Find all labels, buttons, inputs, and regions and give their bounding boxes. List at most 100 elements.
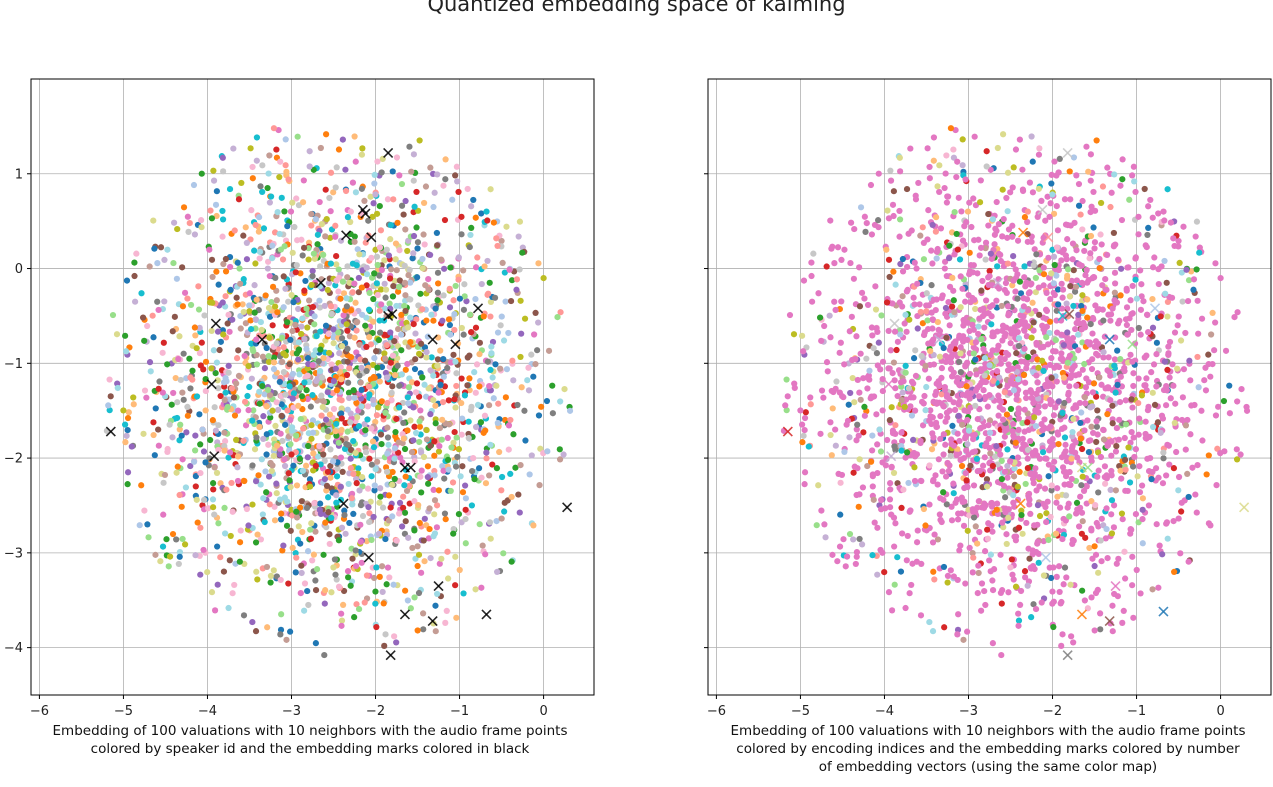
data-point xyxy=(502,298,509,305)
data-point xyxy=(358,403,365,410)
data-point xyxy=(1073,277,1080,284)
data-point xyxy=(1075,331,1082,338)
data-point xyxy=(1171,242,1178,250)
data-point xyxy=(351,280,358,287)
data-point xyxy=(960,636,967,643)
data-point xyxy=(1067,581,1074,588)
data-point xyxy=(831,298,838,305)
data-point xyxy=(450,297,457,304)
data-point xyxy=(889,427,897,434)
data-point xyxy=(414,543,421,550)
data-point xyxy=(320,451,327,458)
data-point xyxy=(358,364,365,371)
data-point xyxy=(337,295,344,302)
data-point xyxy=(1088,423,1095,430)
data-point xyxy=(365,217,372,224)
data-point xyxy=(292,321,299,328)
data-point xyxy=(351,334,358,341)
data-point xyxy=(420,231,427,238)
data-point xyxy=(337,454,345,461)
data-point xyxy=(338,524,346,531)
data-point xyxy=(1126,479,1134,486)
data-point xyxy=(885,365,892,372)
data-point xyxy=(980,345,987,353)
data-point xyxy=(1058,355,1066,362)
data-point xyxy=(387,329,394,336)
data-point xyxy=(1070,267,1077,274)
data-point xyxy=(406,143,413,150)
data-point xyxy=(426,525,433,533)
data-point xyxy=(1135,231,1142,238)
data-point xyxy=(252,628,260,635)
data-point xyxy=(1132,511,1140,518)
data-point xyxy=(114,384,121,392)
data-point xyxy=(213,188,220,195)
data-point xyxy=(424,333,431,340)
data-point xyxy=(913,265,920,272)
data-point xyxy=(916,301,923,308)
data-point xyxy=(521,315,529,322)
data-point xyxy=(888,607,896,614)
data-point xyxy=(178,503,185,510)
data-point xyxy=(342,435,349,442)
data-point xyxy=(311,321,318,328)
data-point xyxy=(1077,493,1084,500)
data-point xyxy=(1068,372,1076,379)
data-point xyxy=(1015,342,1023,350)
data-point xyxy=(993,198,1000,206)
data-point xyxy=(1115,436,1122,443)
data-point xyxy=(367,498,374,505)
data-point xyxy=(1042,217,1049,224)
data-point xyxy=(856,456,863,463)
data-point xyxy=(385,492,393,499)
data-point xyxy=(1092,302,1099,309)
data-point xyxy=(301,580,309,587)
data-point xyxy=(277,631,284,638)
data-point xyxy=(402,518,409,525)
data-point xyxy=(419,306,426,313)
data-point xyxy=(342,530,349,537)
data-point xyxy=(191,231,199,238)
data-point xyxy=(1036,512,1044,520)
data-point xyxy=(1201,377,1208,384)
data-point xyxy=(245,522,252,529)
data-point xyxy=(308,210,315,218)
data-point xyxy=(868,231,876,238)
data-point xyxy=(1164,313,1171,320)
data-point xyxy=(289,199,296,206)
data-point xyxy=(187,374,194,381)
data-point xyxy=(192,447,199,454)
data-point xyxy=(250,347,257,355)
data-point xyxy=(382,409,389,416)
data-point xyxy=(1231,314,1238,321)
data-point xyxy=(412,356,419,363)
data-point xyxy=(295,402,302,409)
data-point xyxy=(297,590,304,597)
data-point xyxy=(355,605,363,613)
data-point xyxy=(1068,455,1075,462)
data-point xyxy=(783,407,790,414)
data-point xyxy=(1061,196,1069,203)
data-point xyxy=(251,282,258,289)
data-point xyxy=(390,196,397,203)
data-point xyxy=(808,272,815,280)
data-point xyxy=(446,285,453,292)
data-point xyxy=(1046,318,1054,325)
data-point xyxy=(276,378,283,386)
left-embedding-marks xyxy=(105,147,573,661)
data-point xyxy=(423,348,430,356)
data-point xyxy=(1184,470,1191,477)
data-point xyxy=(876,426,883,433)
data-point xyxy=(402,473,409,480)
data-point xyxy=(1021,428,1028,435)
data-point xyxy=(891,377,898,384)
data-point xyxy=(1073,247,1080,254)
data-point xyxy=(321,457,328,465)
data-point xyxy=(1090,188,1097,196)
data-point xyxy=(855,503,862,510)
data-point xyxy=(1102,286,1109,293)
data-point xyxy=(829,405,836,412)
data-point xyxy=(342,419,349,427)
data-point xyxy=(372,466,379,473)
data-point xyxy=(1164,441,1171,448)
